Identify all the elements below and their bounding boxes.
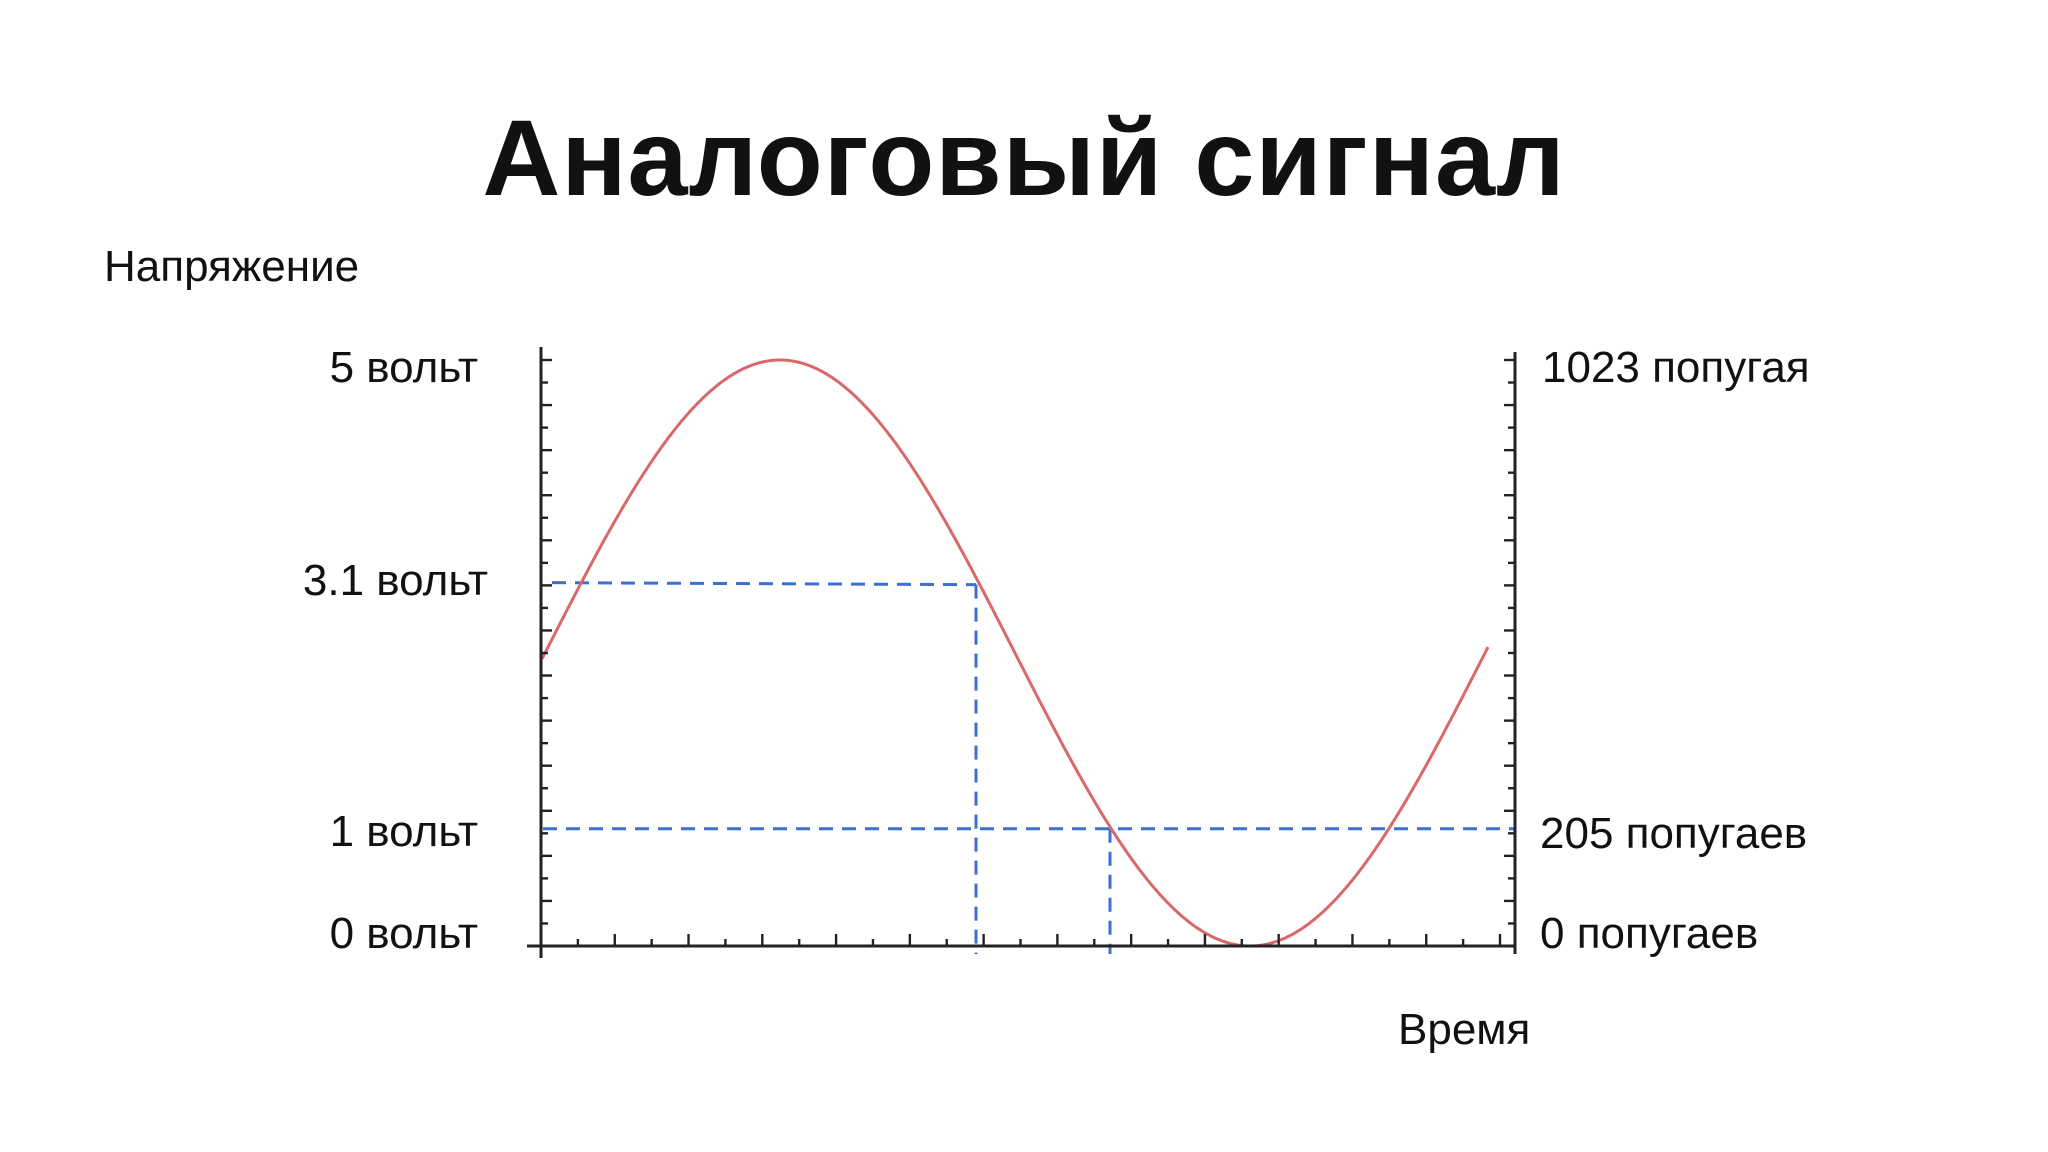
y-tick-label-right: 205 попугаев: [1540, 809, 1807, 858]
ref-line-3v1-horizontal: [551, 581, 977, 587]
y-tick-label-left: 5 вольт: [330, 343, 478, 392]
y-axis-label: Напряжение: [104, 242, 359, 291]
slide-title: Аналоговый сигнал: [482, 97, 1566, 218]
y-tick-label-left: 1 вольт: [330, 807, 478, 856]
signal-curve: [540, 358, 1490, 948]
y-tick-label-left: 3.1 вольт: [303, 556, 488, 605]
y-tick-label-right: 0 попугаев: [1540, 909, 1758, 958]
x-axis-label: Время: [1398, 1005, 1530, 1054]
y-tick-label-right: 1023 попугая: [1542, 343, 1810, 392]
y-tick-label-left: 0 вольт: [330, 909, 478, 958]
